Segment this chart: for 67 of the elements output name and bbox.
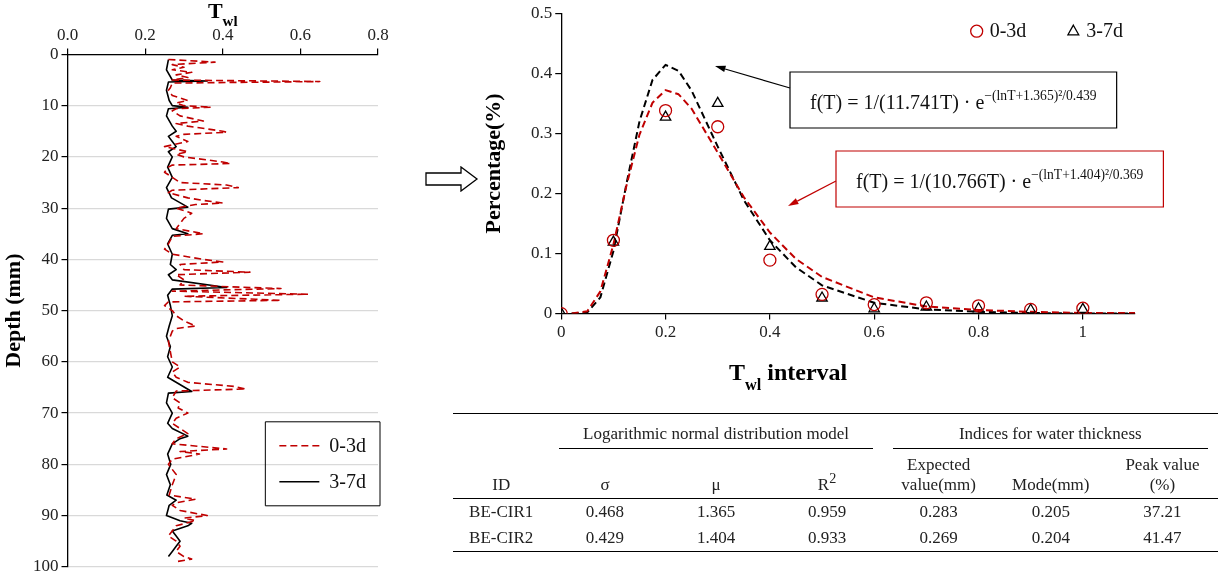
y-tick-label: 0.3 — [531, 122, 553, 142]
point — [868, 302, 881, 313]
text: 0.429 — [585, 528, 625, 547]
point — [658, 103, 673, 118]
category-label: BE-CIR1 — [469, 502, 534, 521]
text: 0.468 — [585, 502, 625, 521]
text: 0.283 — [919, 502, 958, 521]
category-label: Mode(mm) — [1011, 474, 1091, 496]
x-tick-label: 0.0 — [56, 24, 79, 44]
text: ID — [491, 474, 512, 496]
point — [711, 120, 725, 134]
text: 0.269 — [919, 528, 958, 547]
point — [659, 110, 672, 121]
x-tick-label: 0.6 — [863, 322, 885, 342]
point — [764, 239, 776, 250]
x-tick-label: 1 — [1078, 322, 1088, 342]
y-tick-label: 0.5 — [531, 2, 553, 22]
text: Indices for water thickness — [892, 424, 1208, 449]
x-tick-label: 0 — [557, 322, 566, 342]
text: 0.204 — [1031, 528, 1070, 547]
y-tick-label: 60 — [41, 351, 59, 371]
category-label: BE-CIR2 — [469, 528, 534, 547]
x-tick-label: 0.2 — [134, 24, 156, 44]
x-tick-label: 0.6 — [289, 24, 311, 44]
legend-label: 3-7d — [329, 470, 367, 493]
y-tick-label: 50 — [41, 300, 59, 320]
y-tick-label: 40 — [41, 248, 59, 268]
y-tick-label: 10 — [41, 95, 59, 115]
x-tick-label: 0.4 — [759, 322, 782, 342]
x-tick-label: 0.2 — [654, 322, 677, 342]
y-tick-label: 100 — [33, 556, 59, 576]
legend-label: 0-3d — [989, 19, 1027, 42]
y-tick-label: 0 — [543, 303, 553, 323]
category-label: Expected value(mm) — [900, 454, 977, 496]
y-axis-title: Depth (mm) — [0, 253, 25, 368]
point — [763, 253, 777, 267]
point — [816, 291, 828, 302]
category-label: R$^{2}$ — [816, 469, 838, 496]
y-axis-title: Percentage(%) — [479, 93, 505, 234]
text: 0.205 — [1031, 502, 1070, 521]
legend-label: 0-3d — [329, 434, 367, 457]
y-tick-label: 90 — [41, 505, 59, 525]
category-label: Peak value (%) — [1124, 454, 1201, 496]
y-tick-label: 80 — [41, 453, 59, 473]
y-tick-label: 70 — [41, 402, 59, 422]
legend-label: 3-7d — [1086, 19, 1124, 42]
point — [867, 297, 881, 312]
y-tick-label: 30 — [41, 197, 59, 217]
point — [920, 300, 933, 311]
point — [711, 96, 724, 107]
category-label: σ — [599, 474, 611, 496]
x-tick-label: 0.8 — [967, 322, 990, 342]
text: Logarithmic normal distribution model — [559, 424, 873, 449]
category-label: μ — [710, 474, 722, 496]
y-tick-label: 0.1 — [531, 242, 553, 262]
y-tick-label: 20 — [41, 146, 59, 166]
line-series — [163, 58, 321, 563]
text: 37.21 — [1143, 502, 1182, 521]
text: 1.365 — [696, 502, 736, 521]
text: 0.933 — [807, 528, 847, 547]
text: 41.47 — [1143, 528, 1182, 547]
y-tick-label: 0.2 — [531, 182, 553, 202]
text: 1.404 — [696, 528, 736, 547]
y-tick-label: 0 — [50, 43, 59, 63]
y-tick-label: 0.4 — [531, 62, 553, 82]
text: 0.959 — [807, 502, 847, 521]
x-tick-label: 0.8 — [367, 24, 389, 44]
